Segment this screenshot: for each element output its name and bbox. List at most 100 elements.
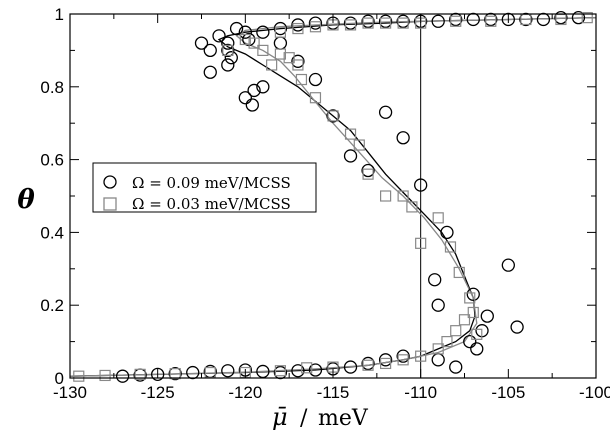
y-axis-title: θ [17,185,35,215]
data-point-series-2 [301,362,313,374]
data-point-series-1 [480,309,494,323]
data-point-series-2 [222,44,234,57]
data-point-series-2 [397,190,409,202]
data-point-series-1 [466,12,480,27]
data-point-series-1 [466,287,480,301]
data-point-series-1 [449,360,463,374]
data-point-series-1 [414,178,428,192]
y-tick-label: 0.2 [40,296,64,315]
data-point-series-1 [186,365,200,380]
data-point-series-1 [168,366,182,381]
data-point-series-1 [343,360,358,374]
data-point-series-2 [485,15,497,27]
data-point-series-1 [291,364,305,378]
data-point-series-1 [273,36,288,50]
data-point-series-1 [212,29,226,43]
data-point-series-1 [224,51,238,65]
data-point-series-1 [396,349,410,363]
legend-label-series-2: Ω = 0.03 meV/MCSS [132,195,291,213]
data-point-series-1 [510,320,524,334]
data-point-series-1 [343,149,358,163]
data-point-series-2 [406,201,418,213]
y-tick-label: 0.6 [40,151,64,170]
data-point-series-1 [203,43,217,58]
data-point-series-1 [245,98,259,112]
data-point-series-1 [194,36,209,50]
data-point-series-1 [431,298,445,312]
data-point-series-2 [464,292,476,304]
x-tick-label: -115 [317,383,350,402]
data-point-series-1 [308,72,323,87]
x-axis-slash: / [300,406,308,431]
data-point-series-2 [274,48,286,60]
data-point-series-2 [248,37,260,49]
data-point-series-2 [274,26,286,38]
y-tick-label: 1 [55,5,64,24]
data-point-series-1 [378,353,393,367]
data-point-series-2 [134,368,146,380]
x-tick-label: -105 [491,383,525,402]
data-point-series-1 [554,10,568,25]
data-point-series-2 [380,357,392,370]
data-point-series-2 [415,237,427,249]
data-point-series-1 [396,131,410,145]
data-point-series-1 [151,367,165,382]
x-axis-unit: meV [318,406,369,431]
plot-area [69,10,597,383]
data-point-series-1 [571,10,586,25]
data-point-series-1 [247,83,261,98]
legend-marker-series-1 [103,175,117,189]
data-point-series-2 [441,336,453,348]
x-tick-label: -110 [404,383,437,402]
y-tick-label: 0 [55,369,64,388]
axes: -130 -125 -120 -115 -110 -105 -100 0 0.2 0.4 0.6 0.… [40,5,610,402]
data-point-series-1 [221,43,235,58]
data-point-series-1 [361,163,375,178]
x-tick-label: -130 [53,383,87,402]
data-point-series-2 [380,190,392,202]
data-point-series-1 [291,18,305,32]
data-point-series-2 [362,17,374,29]
data-point-series-2 [99,369,111,382]
legend-box [92,162,317,213]
legend-label-series-1: Ω = 0.09 meV/MCSS [132,174,291,192]
data-point-series-2 [432,212,444,224]
data-point-series-1 [308,16,323,30]
data-point-series-1 [361,14,375,28]
y-tick-label: 0.4 [40,223,64,242]
x-axis-title: μ̄ / meV [272,403,369,431]
data-point-series-1 [115,369,130,383]
data-point-series-1 [221,36,235,50]
data-point-series-1 [396,14,410,28]
data-point-series-1 [273,365,288,380]
data-point-series-2 [344,128,357,140]
data-point-series-2 [292,22,304,35]
data-point-series-2 [467,306,479,319]
x-tick-label: -100 [579,383,610,402]
data-point-series-2 [581,12,593,24]
data-point-series-2 [73,370,85,382]
data-point-series-1 [343,16,358,30]
data-point-series-2 [283,52,295,64]
data-point-series-2 [344,19,357,31]
data-point-series-1 [291,54,305,68]
data-point-series-1 [440,225,454,240]
x-axis-symbol: μ̄ [272,403,288,431]
data-point-series-2 [309,92,322,104]
data-point-series-1 [308,363,323,377]
data-point-series-2 [327,110,339,122]
data-point-series-1 [428,273,442,287]
data-point-series-1 [470,342,484,356]
data-point-series-1 [463,334,477,349]
data-point-series-2 [169,368,181,380]
x-tick-label: -120 [228,383,262,402]
data-point-series-2 [453,266,465,279]
data-point-series-1 [361,356,375,371]
data-point-series-2 [239,33,251,46]
data-point-series-2 [432,343,444,355]
data-point-series-2 [274,365,286,377]
data-point-series-2 [380,17,392,29]
data-point-series-2 [397,354,409,366]
data-point-series-1 [203,65,217,79]
data-point-series-1 [449,12,463,27]
